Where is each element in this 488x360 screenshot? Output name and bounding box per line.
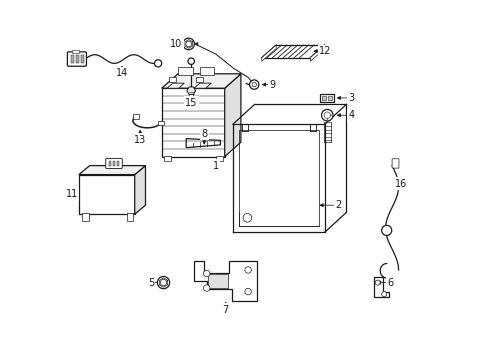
Circle shape [203,285,209,291]
Bar [169,77,175,82]
Bar [71,55,74,63]
Bar [200,67,214,75]
Bar [178,67,192,75]
Circle shape [324,112,330,118]
Text: 11: 11 [65,189,78,199]
Circle shape [157,276,169,289]
Bar [158,121,163,125]
Text: 1: 1 [212,161,218,171]
Bar [189,91,193,100]
Bar [327,96,331,100]
Text: 9: 9 [268,80,275,90]
Bar [207,274,228,288]
Text: 16: 16 [394,179,407,189]
Text: 15: 15 [184,98,197,108]
FancyBboxPatch shape [391,159,398,168]
Text: 4: 4 [347,110,354,120]
Polygon shape [134,166,145,214]
Bar [133,114,138,118]
Polygon shape [186,139,220,148]
Circle shape [243,213,251,222]
Bar [81,55,83,63]
Bar [112,161,115,166]
Circle shape [203,270,209,277]
Circle shape [154,60,162,67]
Text: 12: 12 [319,46,331,56]
Polygon shape [186,87,195,94]
Circle shape [374,280,380,285]
Text: 6: 6 [386,278,392,288]
Bar [215,156,223,161]
Polygon shape [310,45,324,61]
Text: 5: 5 [147,278,154,288]
Polygon shape [224,74,241,157]
Polygon shape [162,74,241,88]
Bar [126,213,133,221]
Text: 3: 3 [347,93,354,103]
Circle shape [381,292,386,297]
Polygon shape [162,88,224,157]
Bar [116,161,119,166]
Circle shape [187,58,194,64]
Bar [163,156,170,161]
Polygon shape [79,166,145,175]
Polygon shape [194,83,211,88]
Text: 7: 7 [222,305,228,315]
FancyBboxPatch shape [67,52,86,66]
Circle shape [321,109,332,121]
Text: 8: 8 [201,129,207,139]
Polygon shape [79,175,134,214]
Circle shape [185,41,191,47]
Bar [76,55,79,63]
Circle shape [244,267,251,273]
FancyBboxPatch shape [319,94,333,102]
Circle shape [251,82,256,87]
Circle shape [249,80,258,89]
Text: 14: 14 [116,68,128,78]
Circle shape [381,225,391,235]
Bar [322,96,325,100]
Polygon shape [261,45,276,61]
Bar [72,50,79,53]
Text: 13: 13 [134,135,146,145]
Circle shape [160,279,166,286]
Bar [196,77,203,82]
FancyBboxPatch shape [105,158,122,168]
Polygon shape [194,261,257,301]
Circle shape [244,288,251,295]
Polygon shape [167,83,184,88]
Text: 10: 10 [170,39,182,49]
Polygon shape [373,277,387,297]
Bar [108,161,111,166]
Text: 2: 2 [334,200,341,210]
Bar [82,213,89,221]
Circle shape [183,38,194,50]
